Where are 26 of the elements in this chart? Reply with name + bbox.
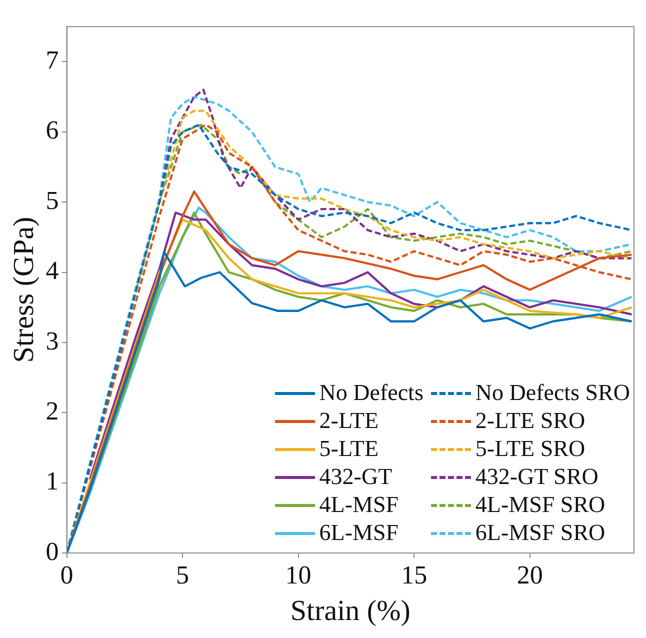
legend-label: 2-LTE [319, 407, 378, 435]
y-tick-label: 3 [46, 326, 59, 356]
legend-label: 2-LTE SRO [475, 407, 586, 435]
legend-label: 432-GT SRO [475, 463, 598, 491]
legend-label: 432-GT [319, 463, 392, 491]
legend-label: 5-LTE SRO [475, 435, 586, 463]
y-tick-label: 6 [46, 116, 59, 145]
legend-label: 5-LTE [319, 435, 378, 463]
legend-label: 4L-MSF [319, 491, 399, 519]
y-axis-title: Stress (GPa) [8, 216, 40, 363]
y-tick-label: 7 [46, 46, 59, 75]
y-tick-label: 0 [46, 536, 59, 566]
y-tick-label: 5 [46, 186, 59, 215]
x-axis-title: Strain (%) [290, 595, 410, 628]
legend-label: 4L-MSF SRO [475, 491, 606, 519]
x-tick-label: 15 [401, 560, 428, 590]
legend-label: No Defects SRO [475, 379, 630, 407]
legend-label: 6L-MSF [319, 519, 399, 547]
x-tick-label: 5 [176, 560, 190, 590]
y-tick-label: 2 [46, 396, 59, 426]
x-tick-label: 10 [285, 560, 312, 590]
legend-label: 6L-MSF SRO [475, 519, 606, 547]
y-tick-label: 1 [46, 466, 59, 496]
legend-label: No Defects [319, 379, 424, 407]
x-tick-label: 20 [516, 560, 543, 590]
y-tick-label: 4 [46, 256, 59, 286]
